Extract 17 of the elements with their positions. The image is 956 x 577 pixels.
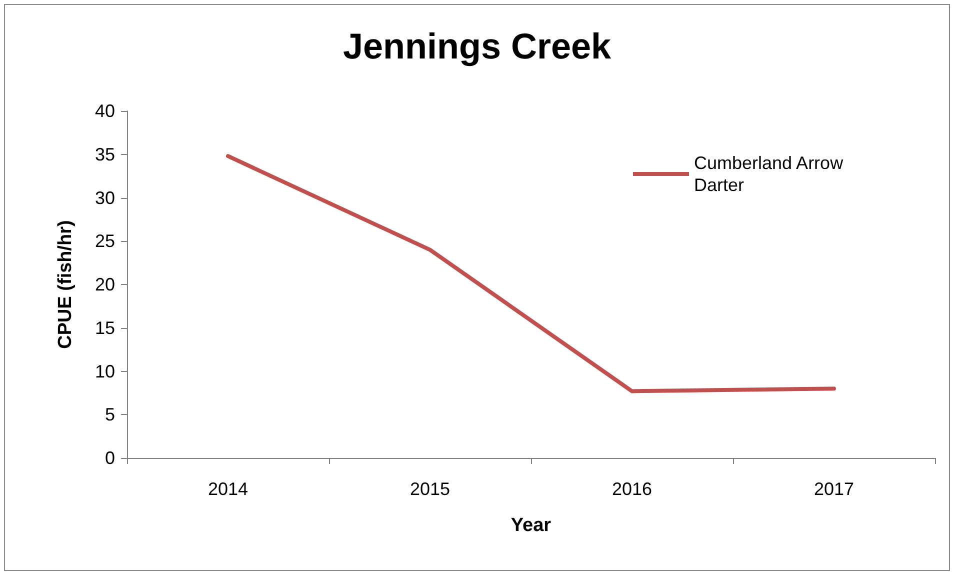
x-tick-label: 2017 — [814, 479, 854, 499]
y-tick-label: 10 — [94, 361, 115, 382]
y-tick-label: 5 — [104, 404, 115, 425]
y-tick-label: 40 — [94, 101, 115, 121]
x-tick-label: 2014 — [208, 479, 248, 499]
x-tick-label: 2015 — [410, 479, 450, 499]
y-tick-label: 0 — [104, 448, 115, 468]
y-tick-label: 30 — [94, 188, 115, 208]
y-tick-label: 35 — [94, 144, 115, 164]
chart-title: Jennings Creek — [342, 26, 612, 66]
y-tick-label: 15 — [94, 318, 115, 338]
y-tick-label: 20 — [94, 274, 115, 294]
y-tick-label: 25 — [94, 231, 115, 252]
x-axis-title: Year — [510, 515, 552, 536]
legend-label: Cumberland Arrow Darter — [694, 153, 848, 195]
y-axis-title: CPUE (fish/hr) — [55, 220, 76, 349]
x-tick-label: 2016 — [612, 479, 652, 499]
